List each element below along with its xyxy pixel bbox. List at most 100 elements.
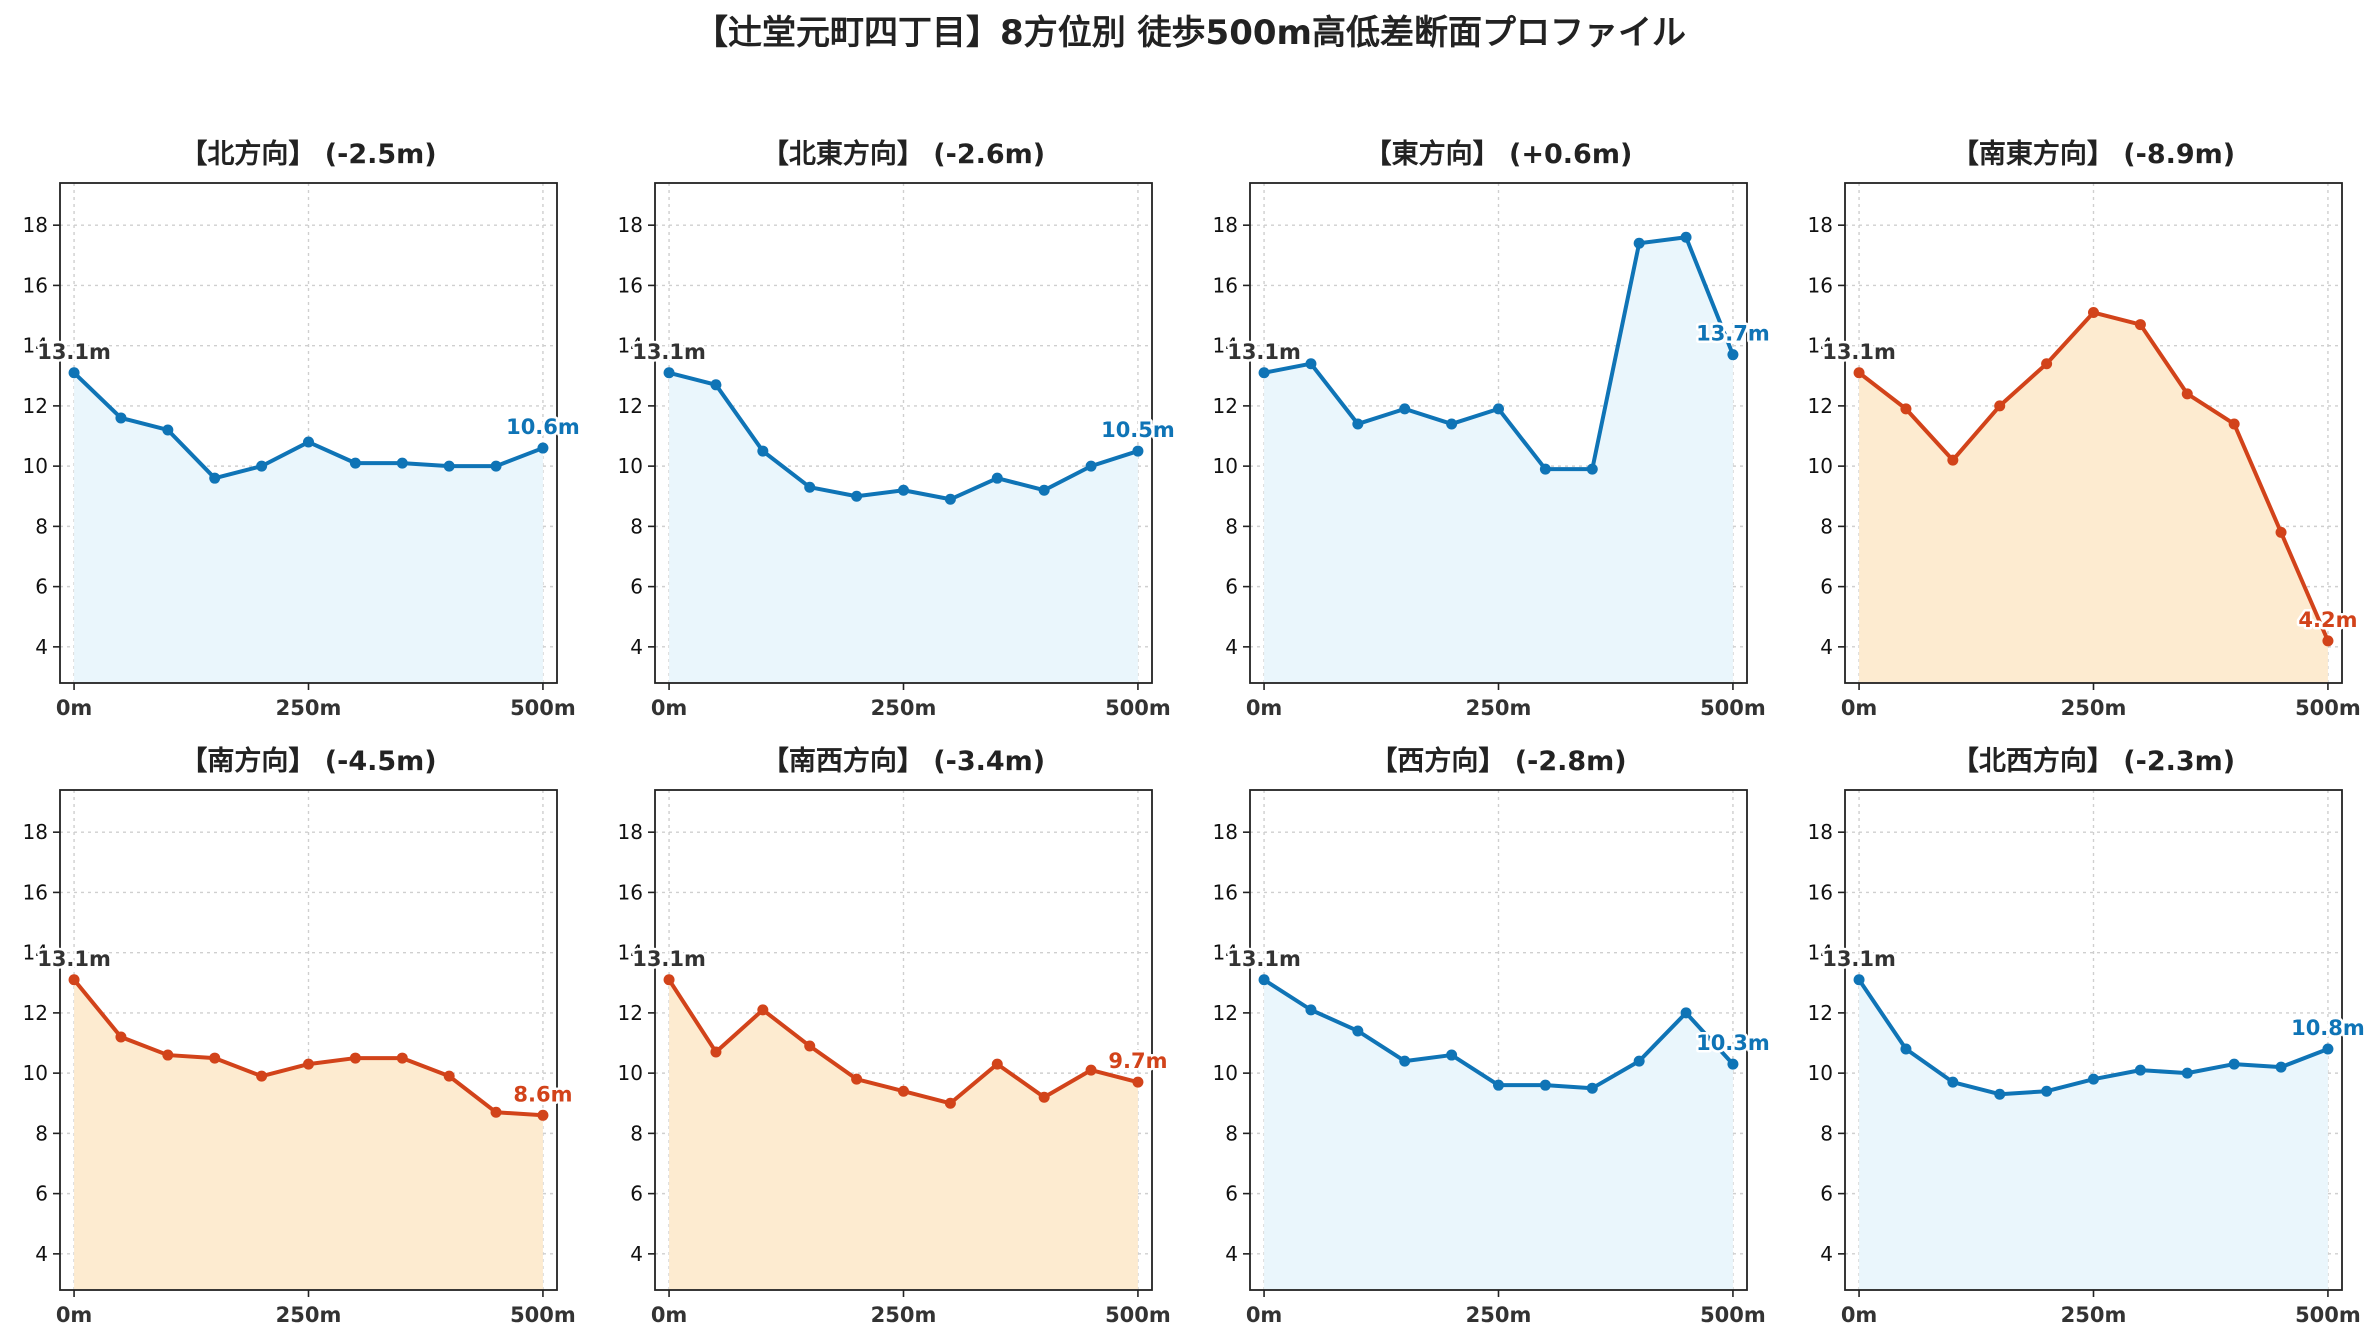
elevation-area	[74, 372, 543, 683]
elevation-point	[1258, 367, 1270, 379]
elevation-point	[2228, 1058, 2240, 1070]
y-tick-label: 18	[1213, 820, 1238, 844]
elevation-point	[115, 412, 127, 424]
y-tick-label: 4	[630, 635, 643, 659]
elevation-point	[1539, 1079, 1551, 1091]
y-tick-label: 4	[1820, 1242, 1833, 1266]
y-tick-label: 6	[1820, 1182, 1833, 1206]
elevation-point	[2181, 388, 2193, 400]
elevation-point	[1352, 418, 1364, 430]
end-elevation-label: 10.5m	[1101, 418, 1175, 442]
elevation-point	[1680, 231, 1692, 243]
elevation-point	[991, 472, 1003, 484]
y-tick-label: 6	[35, 1182, 48, 1206]
end-elevation-label: 10.6m	[506, 415, 580, 439]
elevation-point	[256, 460, 268, 472]
elevation-point	[663, 367, 675, 379]
elevation-point	[851, 1073, 863, 1085]
y-tick-label: 14	[23, 334, 48, 358]
x-tick-label: 250m	[276, 696, 342, 720]
elevation-point	[1727, 1058, 1739, 1070]
elevation-point	[1399, 403, 1411, 415]
y-tick-label: 14	[1808, 334, 1833, 358]
y-tick-label: 4	[35, 1242, 48, 1266]
axes-frame	[654, 789, 1153, 1291]
x-tick-label: 0m	[1841, 1303, 1878, 1327]
elevation-point	[1947, 1076, 1959, 1088]
elevation-point	[1085, 460, 1097, 472]
elevation-point	[944, 493, 956, 505]
y-tick-label: 4	[35, 635, 48, 659]
profile-panels: 【北方向】 (-2.5m) 4 6 8 10 12 14 16 18 0m 250m 500m 13.1…	[23, 138, 2368, 1327]
elevation-point	[804, 481, 816, 493]
x-tick-label: 500m	[510, 696, 576, 720]
elevation-point	[1305, 1004, 1317, 1016]
elevation-point	[757, 1004, 769, 1016]
y-tick-label: 16	[618, 273, 643, 297]
end-elevation-label: 9.7m	[1108, 1049, 1167, 1073]
y-tick-label: 16	[618, 880, 643, 904]
y-tick-label: 6	[1820, 575, 1833, 599]
elevation-point	[1038, 1091, 1050, 1103]
elevation-point	[1727, 349, 1739, 361]
elevation-point	[1900, 1043, 1912, 1055]
y-tick-label: 8	[35, 514, 48, 538]
x-tick-label: 500m	[1105, 696, 1171, 720]
elevation-area	[669, 979, 1138, 1290]
elevation-point	[710, 1046, 722, 1058]
y-tick-label: 6	[35, 575, 48, 599]
y-tick-label: 4	[1225, 635, 1238, 659]
y-tick-label: 16	[23, 273, 48, 297]
profile-panel: 【南方向】 (-4.5m) 4 6 8 10 12 14 16 18 0m 250m 500m 13.1…	[23, 745, 576, 1327]
x-tick-label: 250m	[1466, 1303, 1532, 1327]
y-tick-label: 8	[1820, 1121, 1833, 1145]
elevation-point	[944, 1097, 956, 1109]
y-tick-label: 6	[630, 575, 643, 599]
elevation-area	[1264, 979, 1733, 1290]
y-tick-label: 18	[618, 213, 643, 237]
x-tick-label: 500m	[510, 1303, 576, 1327]
elevation-point	[1900, 403, 1912, 415]
elevation-point	[757, 445, 769, 457]
y-tick-label: 10	[1808, 1061, 1833, 1085]
profile-panel: 【南東方向】 (-8.9m) 4 6 8 10 12 14 16 18 0m 250m 500m 13.…	[1808, 138, 2361, 720]
x-tick-label: 250m	[1466, 696, 1532, 720]
y-tick-label: 18	[23, 213, 48, 237]
y-tick-label: 18	[618, 820, 643, 844]
x-tick-label: 250m	[2061, 696, 2127, 720]
y-tick-label: 10	[1213, 1061, 1238, 1085]
y-tick-label: 16	[23, 880, 48, 904]
y-tick-label: 8	[1820, 514, 1833, 538]
x-tick-label: 250m	[871, 696, 937, 720]
elevation-point	[209, 1052, 221, 1064]
y-tick-label: 14	[618, 941, 643, 965]
axes-frame	[1249, 182, 1748, 684]
elevation-point	[349, 1052, 361, 1064]
elevation-point	[804, 1040, 816, 1052]
elevation-point	[537, 1109, 549, 1121]
y-tick-label: 12	[618, 394, 643, 418]
elevation-point	[303, 436, 314, 448]
elevation-point	[1352, 1025, 1364, 1037]
y-tick-label: 14	[23, 941, 48, 965]
elevation-point	[898, 1085, 909, 1097]
y-tick-label: 8	[1225, 1121, 1238, 1145]
elevation-point	[710, 379, 722, 391]
elevation-point	[209, 472, 221, 484]
elevation-point	[2134, 319, 2146, 331]
y-tick-label: 18	[23, 820, 48, 844]
y-tick-label: 8	[630, 514, 643, 538]
y-tick-label: 8	[35, 1121, 48, 1145]
y-tick-label: 12	[618, 1001, 643, 1025]
y-tick-label: 18	[1808, 820, 1833, 844]
x-tick-label: 500m	[1700, 696, 1766, 720]
start-elevation-label: 13.1m	[37, 340, 111, 364]
elevation-point	[1586, 1082, 1598, 1094]
x-tick-label: 0m	[1246, 1303, 1283, 1327]
profile-panel: 【西方向】 (-2.8m) 4 6 8 10 12 14 16 18 0m 250m 500m 13.1…	[1213, 745, 1773, 1327]
elevation-point	[1493, 403, 1504, 415]
end-elevation-label: 8.6m	[513, 1082, 572, 1106]
elevation-point	[443, 1070, 455, 1082]
elevation-point	[851, 490, 863, 502]
y-tick-label: 14	[1213, 334, 1238, 358]
